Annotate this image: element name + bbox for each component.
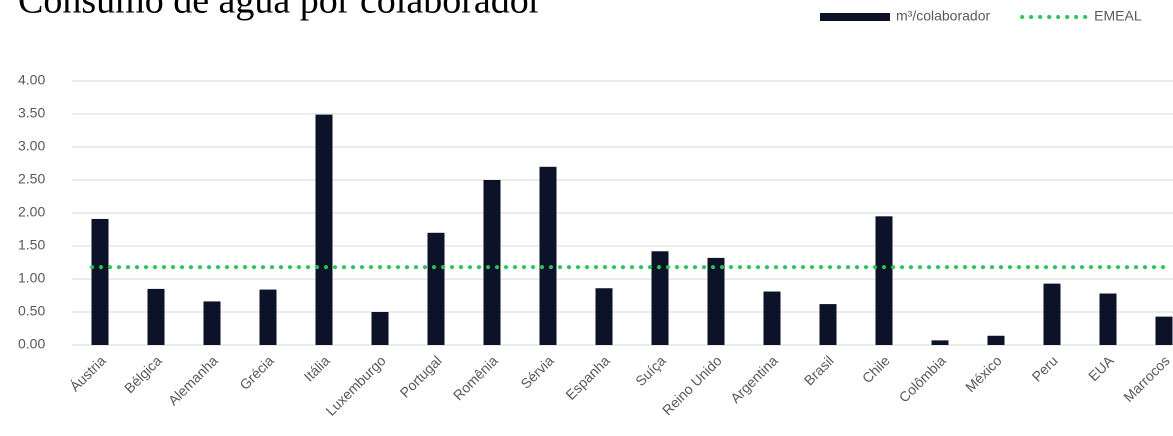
y-tick-label: 3.00 [18, 138, 45, 154]
bar [259, 289, 277, 345]
legend-swatch [820, 13, 890, 21]
y-tick-label: 1.50 [18, 237, 45, 253]
x-tick-label: Argentina [727, 352, 781, 406]
x-tick-label: Grécia [236, 352, 277, 393]
bar [427, 232, 445, 345]
x-tick-label: Alemanha [165, 352, 221, 408]
x-tick-label: Portugal [397, 352, 445, 400]
y-tick-label: 0.00 [18, 336, 45, 352]
x-tick-label: Brasil [801, 352, 837, 388]
bar [595, 288, 613, 345]
x-tick-label: Peru [1029, 352, 1061, 384]
x-tick-label: Luxemburgo [322, 352, 388, 418]
bar [931, 340, 949, 345]
x-tick-label: Áustria [67, 352, 109, 394]
bar [483, 180, 501, 345]
x-tick-label: Marrocos [1120, 352, 1173, 405]
bar [819, 304, 837, 345]
x-tick-label: Espanha [562, 352, 613, 403]
x-tick-label: Reino Unido [659, 352, 725, 418]
bar [1043, 283, 1061, 345]
x-tick-label: Itália [301, 352, 333, 384]
bar [1155, 316, 1173, 345]
bar [203, 301, 221, 345]
legend-label: m³/colaborador [896, 8, 990, 24]
bar [1099, 293, 1117, 345]
x-tick-label: Colômbia [896, 352, 949, 405]
y-tick-label: 0.50 [18, 303, 45, 319]
x-tick-label: Sérvia [517, 352, 557, 392]
y-tick-label: 1.00 [18, 270, 45, 286]
bar [651, 251, 669, 345]
bar [315, 114, 333, 345]
bar [987, 335, 1005, 345]
chart-title: Consumo de água por colaborador [18, 0, 542, 22]
y-tick-label: 2.50 [18, 171, 45, 187]
legend-label: EMEAL [1094, 8, 1142, 24]
y-tick-label: 4.00 [18, 72, 45, 88]
x-tick-label: Chile [859, 352, 893, 386]
x-tick-label: México [962, 352, 1005, 395]
bar [875, 216, 893, 345]
x-tick-label: Bélgica [121, 352, 165, 396]
y-tick-label: 3.50 [18, 105, 45, 121]
bar [371, 312, 389, 345]
bar [147, 288, 165, 345]
x-tick-label: Romênia [450, 352, 501, 403]
bar [91, 218, 109, 345]
x-tick-label: Suíça [632, 352, 669, 389]
bar [763, 291, 781, 345]
x-tick-label: EUA [1085, 352, 1117, 384]
bar [539, 166, 557, 345]
y-tick-label: 2.00 [18, 204, 45, 220]
bar [707, 257, 725, 345]
